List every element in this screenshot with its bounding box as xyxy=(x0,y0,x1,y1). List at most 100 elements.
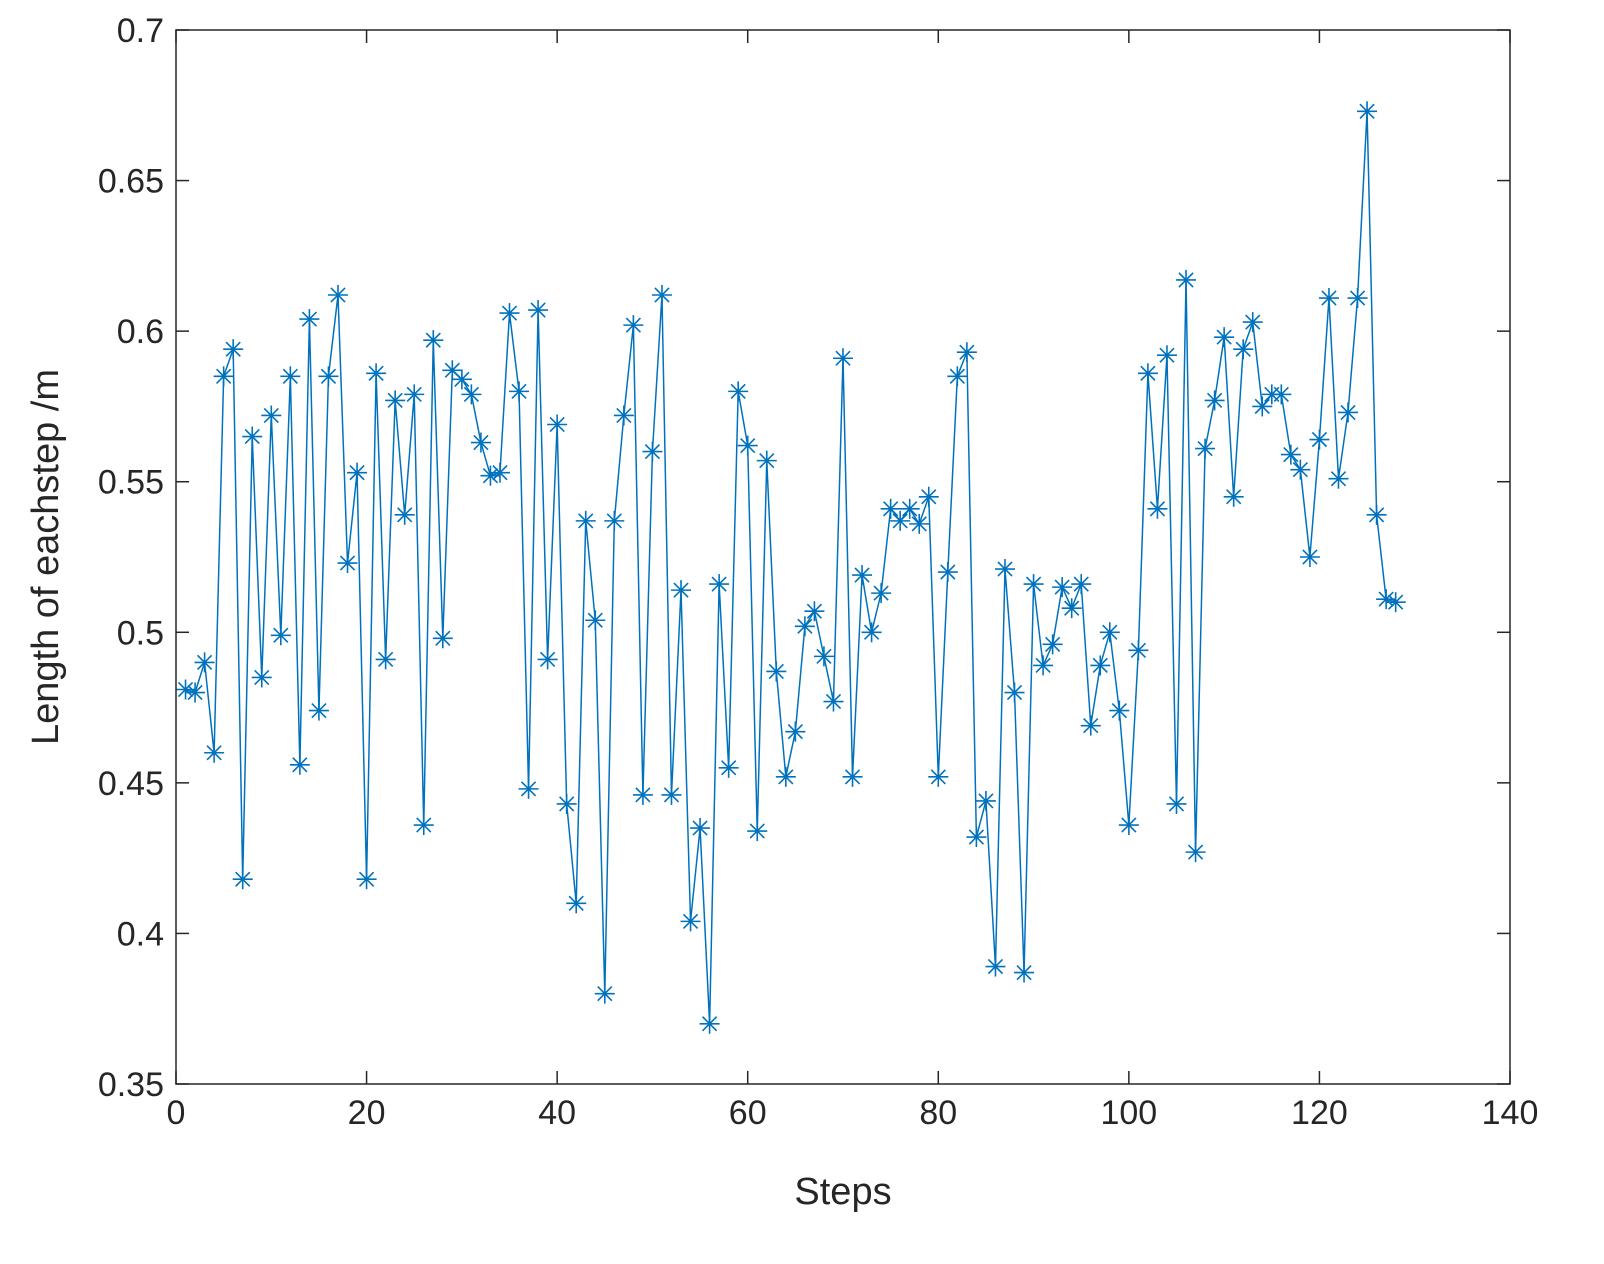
x-tick-label: 120 xyxy=(1291,1094,1348,1132)
data-point-marker xyxy=(347,462,368,483)
data-point-marker xyxy=(794,616,815,637)
data-point-marker xyxy=(1052,577,1073,598)
data-series xyxy=(175,101,1406,1034)
data-point-marker xyxy=(852,565,873,586)
data-point-marker xyxy=(1014,962,1035,983)
series-line xyxy=(185,111,1396,1024)
data-point-marker xyxy=(1223,486,1244,507)
data-point-marker xyxy=(1318,288,1339,309)
data-point-marker xyxy=(394,504,415,525)
data-point-marker xyxy=(975,790,996,811)
x-tick-label: 80 xyxy=(919,1094,957,1132)
data-point-marker xyxy=(937,562,958,583)
data-point-marker xyxy=(175,679,196,700)
plot-background xyxy=(176,30,1510,1084)
data-point-marker xyxy=(785,721,806,742)
data-point-marker xyxy=(499,303,520,324)
y-tick-label: 0.55 xyxy=(98,464,164,502)
y-tick-label: 0.6 xyxy=(117,313,164,351)
data-point-marker xyxy=(270,625,291,646)
data-point-marker xyxy=(880,498,901,519)
data-point-marker xyxy=(756,450,777,471)
data-point-marker xyxy=(489,462,510,483)
data-point-marker xyxy=(956,342,977,363)
data-point-marker xyxy=(1147,498,1168,519)
data-point-marker xyxy=(928,766,949,787)
y-tick-label: 0.45 xyxy=(98,765,164,803)
data-point-marker xyxy=(1185,842,1206,863)
x-axis-title: Steps xyxy=(794,1171,891,1213)
data-point-marker xyxy=(1252,396,1273,417)
data-point-marker xyxy=(1290,459,1311,480)
data-point-marker xyxy=(823,691,844,712)
y-axis-title: Length of eachstep /m xyxy=(25,369,67,745)
data-point-marker xyxy=(651,285,672,306)
x-tick-label: 140 xyxy=(1482,1094,1539,1132)
data-point-marker xyxy=(718,757,739,778)
data-point-marker xyxy=(661,784,682,805)
data-point-marker xyxy=(1071,574,1092,595)
data-point-marker xyxy=(1090,655,1111,676)
data-point-marker xyxy=(1156,345,1177,366)
data-point-marker xyxy=(385,390,406,411)
x-tick-label: 0 xyxy=(167,1094,186,1132)
data-point-marker xyxy=(909,513,930,534)
data-point-marker xyxy=(1061,598,1082,619)
y-tick-label: 0.5 xyxy=(117,614,164,652)
data-point-marker xyxy=(470,432,491,453)
data-point-marker xyxy=(1080,715,1101,736)
data-point-marker xyxy=(766,661,787,682)
data-point-marker xyxy=(356,869,377,890)
data-point-marker xyxy=(1004,682,1025,703)
x-tick-label: 20 xyxy=(348,1094,386,1132)
data-point-marker xyxy=(890,510,911,531)
data-point-marker xyxy=(699,1013,720,1034)
data-point-marker xyxy=(289,754,310,775)
data-point-marker xyxy=(261,405,282,426)
data-point-marker xyxy=(1023,574,1044,595)
data-point-marker xyxy=(432,628,453,649)
data-point-marker xyxy=(985,956,1006,977)
data-point-marker xyxy=(871,583,892,604)
data-point-marker xyxy=(1242,312,1263,333)
data-point-marker xyxy=(528,300,549,321)
data-point-marker xyxy=(1347,288,1368,309)
data-point-marker xyxy=(1233,339,1254,360)
data-point-marker xyxy=(1214,327,1235,348)
data-point-marker xyxy=(1271,384,1292,405)
data-point-marker xyxy=(690,818,711,839)
data-point-marker xyxy=(327,285,348,306)
data-point-marker xyxy=(280,366,301,387)
data-point-marker xyxy=(566,893,587,914)
data-point-marker xyxy=(604,510,625,531)
x-tick-label: 40 xyxy=(538,1094,576,1132)
data-point-marker xyxy=(966,827,987,848)
data-point-marker xyxy=(299,309,320,330)
data-point-marker xyxy=(1385,592,1406,613)
data-point-marker xyxy=(747,821,768,842)
data-point-marker xyxy=(804,601,825,622)
data-point-marker xyxy=(680,911,701,932)
data-point-marker xyxy=(509,381,530,402)
data-point-marker xyxy=(1309,429,1330,450)
data-point-marker xyxy=(375,649,396,670)
data-point-marker xyxy=(1195,438,1216,459)
data-point-marker xyxy=(223,339,244,360)
data-point-marker xyxy=(556,793,577,814)
data-point-marker xyxy=(1328,468,1349,489)
plot-frame xyxy=(175,29,1511,1085)
data-point-marker xyxy=(642,441,663,462)
x-tick-label: 100 xyxy=(1100,1094,1157,1132)
data-point-marker xyxy=(1204,390,1225,411)
data-point-marker xyxy=(1357,101,1378,122)
data-point-marker xyxy=(585,610,606,631)
data-point-marker xyxy=(1128,640,1149,661)
data-point-marker xyxy=(899,498,920,519)
data-point-marker xyxy=(1176,269,1197,290)
y-tick-label: 0.7 xyxy=(117,12,164,50)
data-point-marker xyxy=(575,510,596,531)
y-tick-label: 0.4 xyxy=(117,915,164,953)
data-point-marker xyxy=(185,682,206,703)
data-point-marker xyxy=(1042,634,1063,655)
data-point-marker xyxy=(842,766,863,787)
